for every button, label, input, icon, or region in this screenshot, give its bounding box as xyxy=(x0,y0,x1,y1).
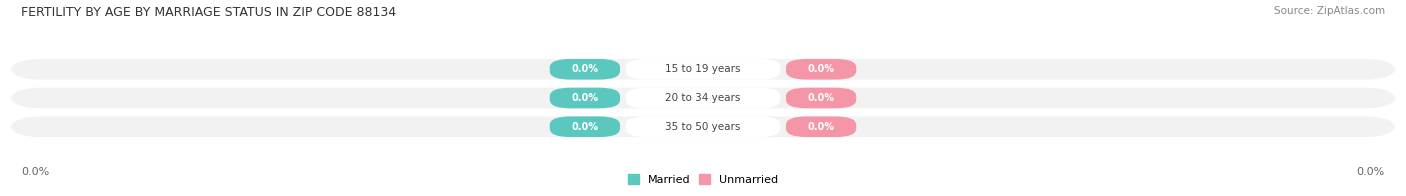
FancyBboxPatch shape xyxy=(11,88,1395,108)
Text: 0.0%: 0.0% xyxy=(807,93,835,103)
Text: 0.0%: 0.0% xyxy=(571,93,599,103)
Text: 35 to 50 years: 35 to 50 years xyxy=(665,122,741,132)
FancyBboxPatch shape xyxy=(550,88,620,108)
Text: 0.0%: 0.0% xyxy=(807,122,835,132)
FancyBboxPatch shape xyxy=(550,116,620,137)
FancyBboxPatch shape xyxy=(626,59,780,80)
FancyBboxPatch shape xyxy=(626,88,780,108)
FancyBboxPatch shape xyxy=(11,59,1395,80)
Text: 15 to 19 years: 15 to 19 years xyxy=(665,64,741,74)
Text: Source: ZipAtlas.com: Source: ZipAtlas.com xyxy=(1274,6,1385,16)
FancyBboxPatch shape xyxy=(786,116,856,137)
Text: FERTILITY BY AGE BY MARRIAGE STATUS IN ZIP CODE 88134: FERTILITY BY AGE BY MARRIAGE STATUS IN Z… xyxy=(21,6,396,19)
FancyBboxPatch shape xyxy=(11,116,1395,137)
FancyBboxPatch shape xyxy=(786,59,856,80)
Legend: Married, Unmarried: Married, Unmarried xyxy=(623,169,783,189)
Text: 0.0%: 0.0% xyxy=(571,122,599,132)
FancyBboxPatch shape xyxy=(550,59,620,80)
Text: 0.0%: 0.0% xyxy=(21,167,49,178)
FancyBboxPatch shape xyxy=(626,116,780,137)
Text: 20 to 34 years: 20 to 34 years xyxy=(665,93,741,103)
FancyBboxPatch shape xyxy=(786,88,856,108)
Text: 0.0%: 0.0% xyxy=(1357,167,1385,178)
Text: 0.0%: 0.0% xyxy=(571,64,599,74)
Text: 0.0%: 0.0% xyxy=(807,64,835,74)
